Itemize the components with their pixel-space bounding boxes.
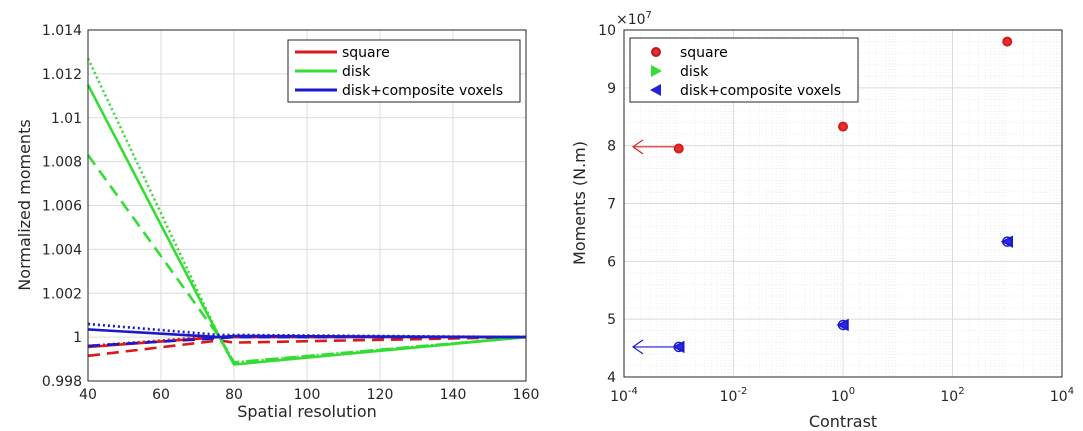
legend-composite-label: disk+composite voxels	[342, 83, 503, 99]
right-x-tick-base: 10	[720, 389, 738, 405]
left-plot-frame	[87, 29, 527, 382]
left-y-axis-label: Normalized moments	[15, 119, 34, 290]
y-exponent-power: 7	[646, 10, 652, 21]
data-point-square	[673, 143, 684, 154]
right-y-tick-label: 4	[607, 370, 616, 386]
left-x-tick-label: 120	[367, 387, 394, 403]
left-chart: 40 60 80 100 120 140 160 0.998 1 1.002 1.004 1.006…	[15, 23, 539, 421]
right-x-tick-base: 10	[1050, 389, 1068, 405]
left-x-tick-label: 100	[294, 387, 321, 403]
legend-composite-marker	[650, 84, 661, 96]
right-arrows	[631, 139, 676, 355]
left-y-tick-label: 1.006	[42, 199, 82, 215]
right-x-tick-label: 104	[1050, 386, 1074, 405]
right-x-tick-base: 10	[940, 389, 958, 405]
right-legend: square disk disk+composite voxels	[629, 37, 859, 103]
right-legend-composite-label: disk+composite voxels	[680, 83, 841, 99]
left-y-tick-labels: 0.998 1 1.002 1.004 1.006 1.008 1.01 1.012 1.014	[42, 23, 82, 390]
data-point-square	[1002, 36, 1013, 47]
right-legend-disk-label: disk	[680, 64, 709, 80]
data-point-square	[838, 121, 848, 132]
series-line-square-dashed	[87, 335, 527, 358]
y-exponent-label: ×107	[616, 10, 652, 28]
right-x-tick-exponent: 0	[849, 386, 855, 397]
left-y-tick-label: 1.008	[42, 155, 82, 171]
left-x-tick-label: 140	[440, 387, 467, 403]
right-x-tick-base: 10	[610, 389, 628, 405]
left-x-tick-labels: 40 60 80 100 120 140 160	[79, 387, 539, 403]
left-x-axis-label: Spatial resolution	[237, 402, 377, 421]
legend-disk-marker	[651, 65, 662, 77]
right-data-points	[672, 36, 1013, 354]
right-x-tick-exponent: 4	[1068, 386, 1074, 397]
right-y-tick-label: 5	[607, 312, 616, 328]
left-y-tick-label: 0.998	[42, 374, 82, 390]
data-point-composite-ring	[1002, 236, 1013, 247]
right-y-tick-labels: 4 5 6 7 8 9 10	[598, 23, 616, 386]
arrow-head	[631, 339, 644, 355]
legend-square-label: square	[342, 45, 390, 61]
right-x-tick-label: 10-2	[720, 386, 748, 405]
right-x-tick-exponent: -4	[628, 386, 638, 397]
left-x-tick-label: 160	[513, 387, 540, 403]
right-legend-square-label: square	[680, 45, 728, 61]
right-x-tick-labels: 10-4 10-2 100 102 104	[610, 386, 1074, 405]
left-x-tick-label: 60	[152, 387, 170, 403]
series-line-disk-composite-voxels-dashed	[87, 335, 526, 348]
left-y-tick-label: 1.004	[42, 242, 82, 258]
right-x-axis-label: Contrast	[809, 412, 877, 431]
legend-square-marker	[651, 47, 661, 57]
legend-disk-label: disk	[342, 64, 371, 80]
y-exponent-base: ×10	[616, 12, 646, 28]
right-x-tick-exponent: 2	[958, 386, 964, 397]
right-y-axis-label: Moments (N.m)	[570, 141, 589, 265]
data-point-composite-ring	[837, 319, 849, 331]
right-y-tick-label: 9	[607, 81, 616, 97]
right-x-tick-label: 100	[831, 386, 855, 405]
right-y-tick-label: 10	[598, 23, 616, 39]
series-line-disk-dashed	[86, 154, 527, 364]
left-y-tick-label: 1.002	[42, 286, 82, 302]
left-x-tick-label: 80	[225, 387, 243, 403]
right-x-tick-base: 10	[831, 389, 849, 405]
left-legend: square disk disk+composite voxels	[287, 39, 521, 103]
arrow-head	[631, 139, 644, 155]
right-x-tick-label: 10-4	[610, 386, 638, 405]
right-x-tick-label: 102	[940, 386, 964, 405]
left-series-lines	[86, 57, 527, 366]
right-y-tick-label: 6	[607, 254, 616, 270]
left-y-tick-label: 1.01	[51, 111, 82, 127]
right-plot-frame	[623, 29, 1063, 378]
left-y-tick-label: 1.014	[42, 23, 82, 39]
right-y-tick-label: 7	[607, 197, 616, 213]
left-x-tick-label: 40	[79, 387, 97, 403]
right-legend-box	[629, 37, 859, 103]
right-x-tick-exponent: -2	[737, 386, 747, 397]
left-y-tick-label: 1	[73, 330, 82, 346]
series-line-disk-composite-voxels-dotted	[87, 322, 527, 339]
left-y-tick-label: 1.012	[42, 67, 82, 83]
right-y-tick-label: 8	[607, 139, 616, 155]
